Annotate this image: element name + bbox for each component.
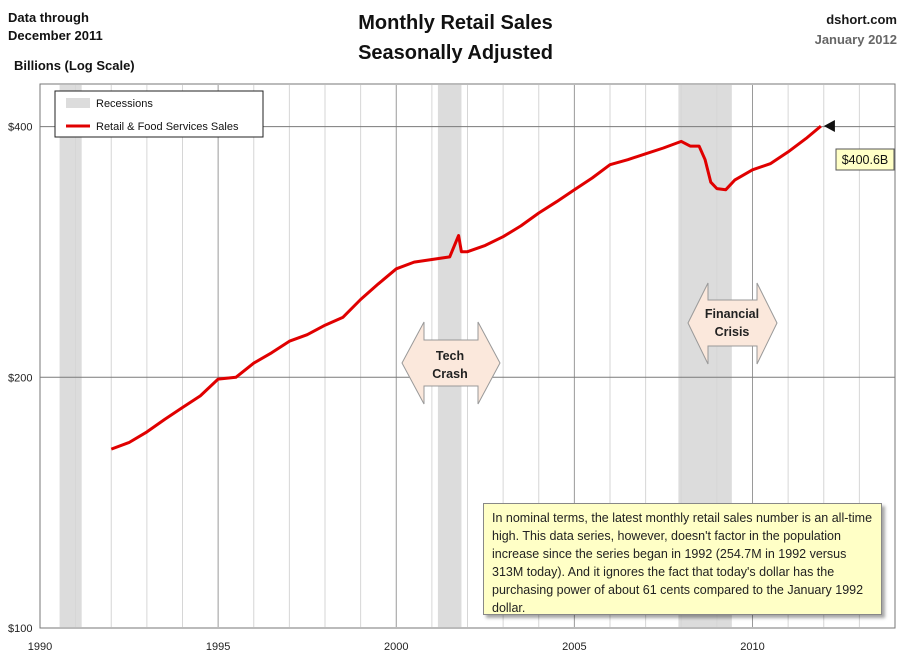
source-label: dshort.com [826, 12, 897, 27]
financial-crisis-label-2: Crisis [715, 325, 750, 339]
financial-crisis-arrow [687, 282, 778, 365]
legend-series-label: Retail & Food Services Sales [96, 121, 239, 133]
retail-sales-line [110, 124, 822, 451]
financial-crisis-label-1: Financial [705, 307, 759, 321]
data-through-date: December 2011 [8, 28, 103, 43]
legend-recession-swatch [66, 98, 90, 108]
x-tick-label: 1995 [206, 641, 230, 653]
latest-value-box [835, 148, 895, 171]
x-tick-label: 1990 [28, 641, 52, 653]
tech-crash-label-2: Crash [432, 367, 467, 381]
legend-recession-label: Recessions [96, 98, 153, 110]
axis-labels: 1990 1995 2000 2005 2010 $100 $200 $400 [8, 122, 765, 653]
grid-lines [40, 85, 895, 627]
tech-crash-arrow [401, 321, 501, 405]
x-tick-label: 2005 [562, 641, 586, 653]
financial-crisis-callout: Financial Crisis [687, 282, 778, 365]
chart-title-line1: Monthly Retail Sales [358, 12, 553, 34]
latest-value-callout: $400.6B [823, 120, 895, 171]
y-tick-label: $400 [8, 122, 32, 134]
recession-band [59, 85, 82, 627]
data-through-label: Data through [8, 10, 89, 25]
source-date: January 2012 [814, 32, 897, 47]
x-tick-label: 2010 [740, 641, 764, 653]
units-label: Billions (Log Scale) [14, 58, 135, 73]
y-tick-label: $200 [8, 372, 32, 384]
x-tick-label: 2000 [384, 641, 408, 653]
y-tick-label: $100 [8, 623, 32, 635]
tech-crash-label-1: Tech [436, 349, 464, 363]
latest-value-label: $400.6B [842, 153, 889, 167]
chart-title-line2: Seasonally Adjusted [358, 42, 553, 64]
latest-value-arrow [823, 120, 835, 133]
annotation-note: In nominal terms, the latest monthly ret… [483, 503, 882, 615]
legend: Recessions Retail & Food Services Sales [54, 90, 264, 138]
tech-crash-callout: Tech Crash [401, 321, 501, 405]
